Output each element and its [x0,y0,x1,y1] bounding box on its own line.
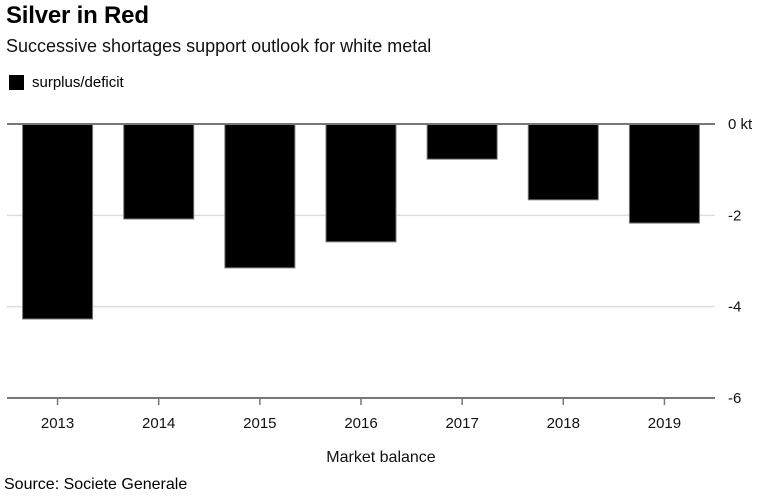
source-note: Source: Societe Generale [4,476,188,493]
y-tick-labels: 0 kt -2 -4 -6 [728,116,753,407]
x-tick-label: 2014 [142,415,175,432]
legend-label: surplus/deficit [32,74,124,91]
x-tick-labels: 2013 2014 2015 2016 2017 2018 2019 [41,415,681,432]
y-tick-label: -4 [728,299,741,316]
x-tick-label: 2018 [547,415,580,432]
legend-swatch [9,75,24,90]
axes [7,123,715,405]
x-axis-label: Market balance [326,449,435,466]
x-tick-label: 2016 [344,415,377,432]
legend: surplus/deficit [9,74,124,91]
bar-2013 [22,123,94,320]
x-tick-label: 2019 [648,415,681,432]
bar-2017 [426,123,498,160]
bar-2016 [325,123,397,243]
x-tick-label: 2013 [41,415,74,432]
x-tick-label: 2015 [243,415,276,432]
x-tick-label: 2017 [445,415,478,432]
y-tick-label: -2 [728,207,741,224]
bar-2019 [628,123,700,224]
chart-subtitle: Successive shortages support outlook for… [6,36,432,56]
y-tick-label: -6 [728,390,741,407]
bars [22,123,700,320]
chart-title: Silver in Red [6,2,149,29]
bar-2014 [123,123,195,220]
bar-2018 [527,123,599,201]
bar-2015 [224,123,296,269]
y-tick-label: 0 kt [728,116,753,133]
